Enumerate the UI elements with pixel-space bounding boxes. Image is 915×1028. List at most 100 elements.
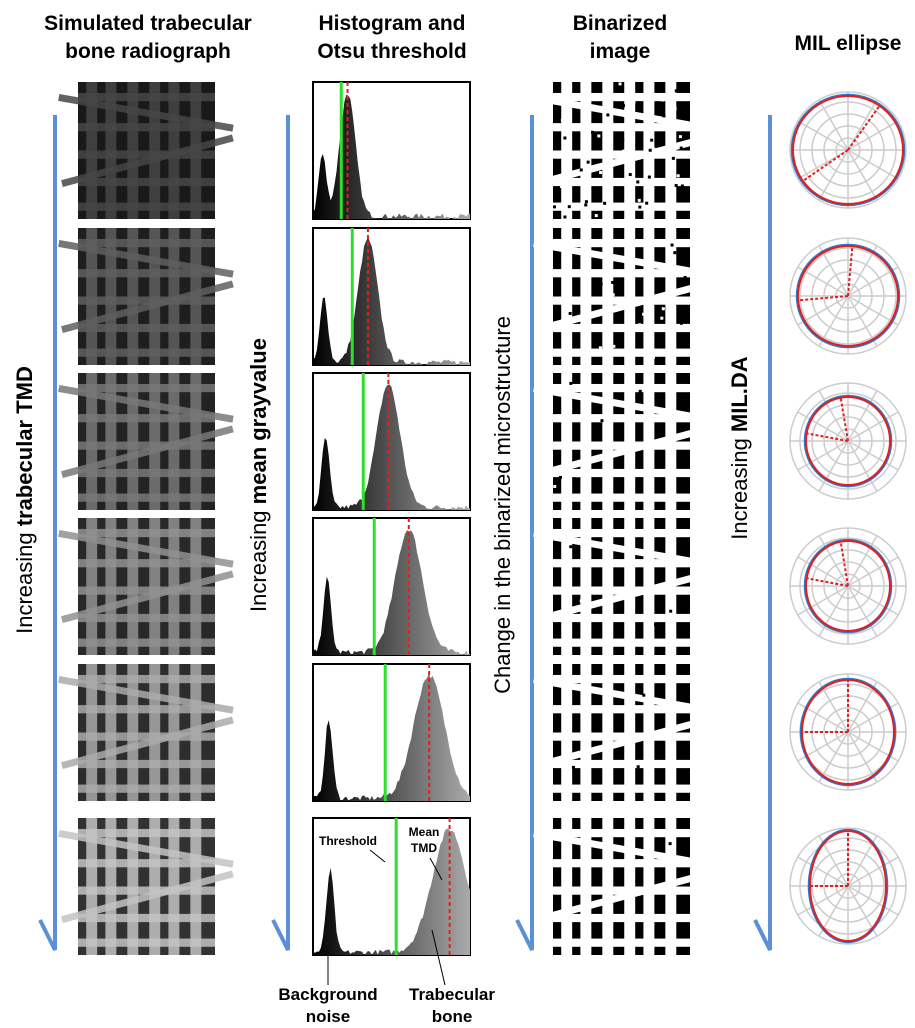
bar	[553, 939, 690, 947]
axis	[848, 106, 880, 150]
bar	[78, 675, 215, 683]
noise	[555, 506, 558, 509]
label-part: Increasing	[12, 526, 37, 634]
arrow	[40, 115, 55, 950]
noise	[672, 201, 675, 204]
noise	[580, 599, 583, 602]
arrow-label: Change in the binarized microstructure	[490, 316, 515, 694]
bar	[553, 178, 690, 186]
noise	[639, 430, 642, 433]
noise	[649, 149, 652, 152]
bar	[78, 785, 215, 793]
noise	[600, 419, 603, 422]
noise	[597, 134, 600, 137]
noise	[637, 617, 640, 620]
panels	[58, 82, 906, 955]
bar	[553, 675, 690, 683]
noise	[638, 206, 641, 209]
noise	[559, 476, 562, 479]
noise	[585, 200, 588, 203]
arrow-label: Increasing trabecular TMD	[12, 366, 37, 634]
noise	[638, 101, 641, 104]
noise	[587, 161, 590, 164]
noise	[569, 312, 572, 315]
arrow	[755, 115, 770, 950]
bar	[553, 639, 690, 647]
noise	[654, 623, 657, 626]
headers: Simulated trabecular bone radiograph His…	[44, 12, 901, 63]
label-part: trabecular TMD	[12, 366, 37, 526]
noise	[652, 356, 655, 359]
noise	[570, 272, 573, 275]
noise	[591, 131, 594, 134]
noise	[553, 485, 556, 488]
noise	[680, 147, 683, 150]
axis	[803, 150, 848, 181]
figure: Simulated trabecular bone radiograph His…	[0, 0, 915, 1028]
noise	[580, 168, 583, 171]
histogram-frame	[313, 228, 470, 365]
noise	[684, 276, 687, 279]
annotation: TMD	[411, 841, 437, 855]
header: image	[590, 40, 651, 63]
bar	[553, 785, 690, 793]
bar	[78, 178, 215, 186]
noise	[584, 203, 587, 206]
noise	[648, 176, 651, 179]
label-part: mean grayvalue	[246, 338, 271, 504]
noise	[663, 273, 666, 276]
bar	[553, 614, 690, 622]
header: bone radiograph	[65, 40, 231, 63]
noise	[661, 98, 664, 101]
annotation: bone	[432, 1007, 473, 1026]
noise	[638, 323, 641, 326]
noise	[632, 259, 635, 262]
noise	[600, 283, 603, 286]
noise	[569, 545, 572, 548]
bar	[78, 829, 215, 837]
noise	[598, 153, 601, 156]
bar	[78, 239, 215, 247]
noise	[619, 82, 622, 85]
noise	[629, 173, 632, 176]
noise	[553, 205, 556, 208]
noise	[672, 157, 675, 160]
noise	[599, 346, 602, 349]
noise	[581, 260, 584, 263]
noise	[674, 107, 677, 110]
noise	[621, 138, 624, 141]
noise	[563, 137, 566, 140]
noise	[567, 351, 570, 354]
noise	[642, 694, 645, 697]
noise	[675, 89, 678, 92]
bar	[553, 469, 690, 477]
noise	[650, 139, 653, 142]
noise	[599, 171, 602, 174]
noise	[626, 174, 629, 177]
bar	[553, 829, 690, 837]
header: Histogram and	[318, 12, 465, 35]
noise	[612, 345, 615, 348]
bar	[553, 349, 690, 357]
bar	[78, 349, 215, 357]
noise	[636, 180, 639, 183]
noise	[642, 313, 645, 316]
label-part: Increasing	[727, 432, 752, 540]
noise	[660, 317, 663, 320]
noise	[568, 205, 571, 208]
annotation: Trabecular	[409, 985, 495, 1004]
noise	[670, 264, 673, 267]
noise	[622, 104, 625, 107]
noise	[606, 113, 609, 116]
noise	[606, 231, 609, 234]
noise	[630, 204, 633, 207]
noise	[603, 127, 606, 130]
noise	[673, 251, 676, 254]
bar	[553, 239, 690, 247]
annotation: Threshold	[319, 834, 377, 848]
noise	[645, 202, 648, 205]
noise	[672, 341, 675, 344]
noise	[671, 197, 674, 200]
bar	[78, 614, 215, 622]
noise	[622, 150, 625, 153]
